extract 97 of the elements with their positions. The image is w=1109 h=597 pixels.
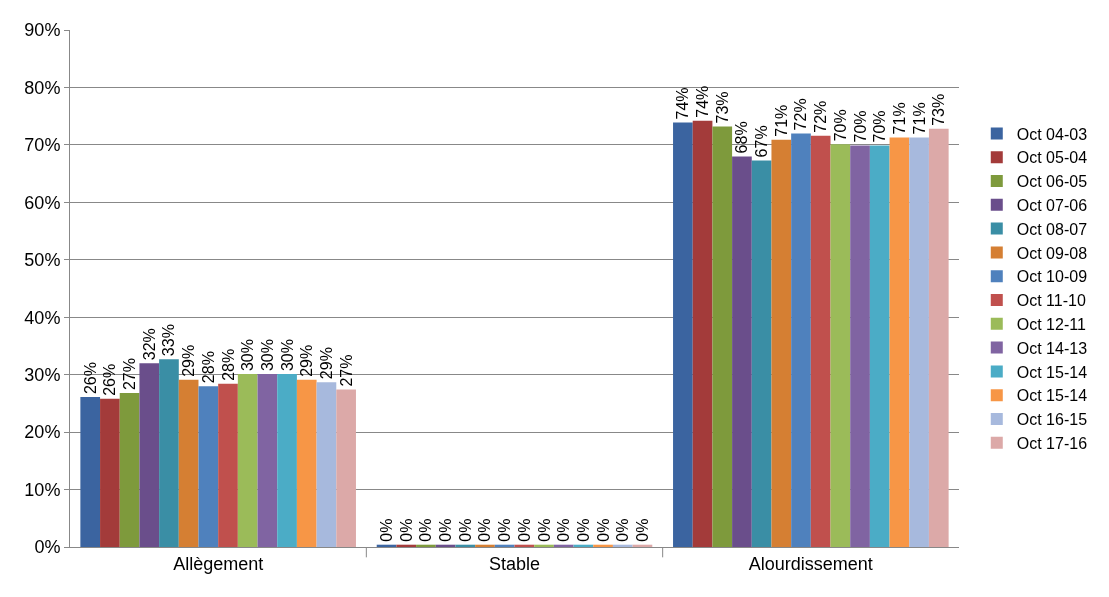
y-tick-label: 60% xyxy=(24,192,61,213)
x-tick-label: Stable xyxy=(488,553,541,574)
y-tick-label: 10% xyxy=(24,479,61,500)
bar xyxy=(277,374,297,547)
data-label: 71% xyxy=(890,102,908,135)
legend-label: Oct 16-15 xyxy=(1016,411,1088,429)
legend-label: Oct 07-06 xyxy=(1016,197,1088,215)
bar xyxy=(732,156,752,547)
data-label: 73% xyxy=(930,93,948,126)
bar xyxy=(119,393,140,547)
data-label: 29% xyxy=(298,344,316,377)
data-label: 70% xyxy=(871,110,889,143)
legend-label: Oct 11-10 xyxy=(1016,292,1086,310)
data-label: 27% xyxy=(121,358,139,391)
y-tick-label: 20% xyxy=(24,422,61,443)
data-label: 33% xyxy=(160,324,178,357)
legend-label: Oct 04-03 xyxy=(1016,125,1088,143)
data-label: 70% xyxy=(851,110,869,143)
legend-label: Oct 10-09 xyxy=(1016,268,1088,286)
bar xyxy=(751,160,772,547)
data-label: 74% xyxy=(694,85,712,118)
data-label: 26% xyxy=(81,362,99,395)
data-label: 73% xyxy=(713,91,731,124)
y-tick-label: 80% xyxy=(24,77,61,98)
bar xyxy=(712,126,733,547)
data-label: 68% xyxy=(733,121,751,154)
y-tick-label: 70% xyxy=(24,135,61,156)
data-label: 72% xyxy=(812,100,830,133)
data-label: 26% xyxy=(101,363,119,396)
bar xyxy=(889,137,910,547)
legend-label: Oct 14-13 xyxy=(1016,339,1088,357)
data-label: 0% xyxy=(535,518,553,542)
data-label: 0% xyxy=(417,518,435,542)
bar xyxy=(100,398,120,547)
legend-label: Oct 06-05 xyxy=(1016,173,1088,191)
bar xyxy=(771,139,792,547)
bar xyxy=(218,383,238,547)
data-label: 72% xyxy=(792,98,810,131)
data-label: 0% xyxy=(594,518,612,542)
data-label: 0% xyxy=(476,518,494,542)
bar xyxy=(928,128,949,547)
data-label: 28% xyxy=(219,348,237,381)
data-label: 70% xyxy=(831,109,849,142)
bar xyxy=(791,133,811,547)
data-label: 29% xyxy=(317,347,335,380)
data-label: 74% xyxy=(674,87,692,120)
data-label: 30% xyxy=(239,339,257,372)
bar xyxy=(178,379,199,547)
data-label: 27% xyxy=(337,354,355,387)
y-tick-label: 0% xyxy=(34,537,61,558)
data-label: 28% xyxy=(199,351,217,384)
bar xyxy=(909,137,929,547)
bar xyxy=(139,363,160,547)
bar xyxy=(257,374,278,547)
bar xyxy=(673,122,693,547)
bar xyxy=(80,397,101,547)
data-label: 0% xyxy=(574,518,592,542)
data-label: 0% xyxy=(378,518,396,542)
bar xyxy=(692,120,713,547)
legend-label: Oct 09-08 xyxy=(1016,244,1088,262)
bar xyxy=(830,144,851,547)
data-label: 71% xyxy=(772,104,790,137)
data-label: 0% xyxy=(496,518,514,542)
y-tick-label: 30% xyxy=(24,364,61,385)
legend-label: Oct 15-14 xyxy=(1016,363,1088,381)
y-tick-label: 90% xyxy=(24,20,61,41)
legend-label: Oct 05-04 xyxy=(1016,149,1088,167)
data-label: 0% xyxy=(614,518,632,542)
legend-label: Oct 17-16 xyxy=(1016,435,1088,453)
legend-label: Oct 15-14 xyxy=(1016,387,1088,405)
data-label: 30% xyxy=(278,339,296,372)
bar xyxy=(810,135,831,547)
legend-label: Oct 08-07 xyxy=(1016,220,1088,238)
data-label: 29% xyxy=(180,344,198,377)
data-label: 32% xyxy=(140,328,158,361)
bar xyxy=(159,359,179,547)
legend-label: Oct 12-11 xyxy=(1016,316,1086,334)
bar xyxy=(198,386,219,547)
data-label: 0% xyxy=(515,518,533,542)
y-tick-label: 50% xyxy=(24,250,61,271)
bar xyxy=(296,379,317,547)
data-label: 67% xyxy=(753,125,771,158)
x-tick-label: Alourdissement xyxy=(748,553,873,574)
bar xyxy=(850,145,870,547)
bar xyxy=(237,374,258,547)
data-label: 0% xyxy=(555,518,573,542)
y-tick-label: 40% xyxy=(24,307,61,328)
bar xyxy=(316,382,337,547)
data-label: 0% xyxy=(437,518,455,542)
bar xyxy=(336,389,356,547)
data-label: 0% xyxy=(456,518,474,542)
data-label: 0% xyxy=(633,518,651,542)
data-label: 0% xyxy=(397,518,415,542)
data-label: 30% xyxy=(258,339,276,372)
x-tick-label: Allègement xyxy=(173,553,264,574)
data-label: 71% xyxy=(910,102,928,135)
bar xyxy=(869,145,890,547)
